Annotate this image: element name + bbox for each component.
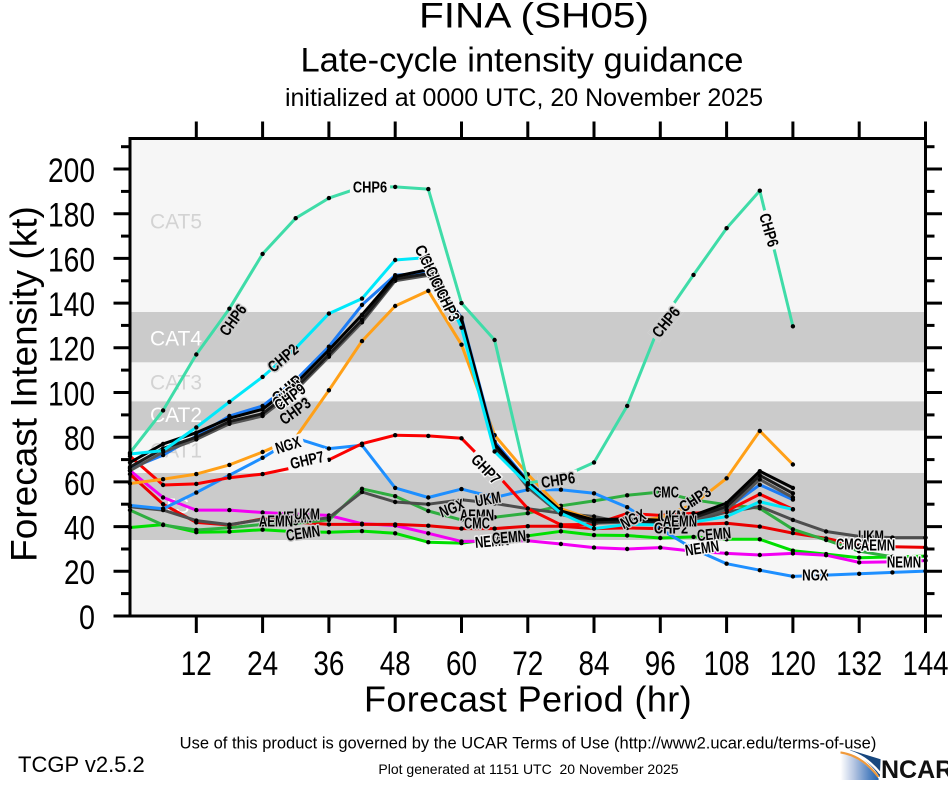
svg-text:UKM: UKM [294, 507, 320, 524]
svg-text:20: 20 [64, 554, 95, 592]
svg-text:36: 36 [313, 645, 344, 683]
svg-text:Forecast Intensity (kt): Forecast Intensity (kt) [4, 206, 45, 562]
svg-text:132: 132 [836, 645, 882, 683]
svg-text:initialized at 0000 UTC, 20 No: initialized at 0000 UTC, 20 November 202… [285, 84, 763, 112]
svg-text:Late-cycle intensity guidance: Late-cycle intensity guidance [300, 42, 743, 80]
svg-text:Plot generated at 1151 UTC 20: Plot generated at 1151 UTC 20 November 2… [378, 761, 678, 777]
svg-text:108: 108 [704, 645, 750, 683]
svg-text:CMC: CMC [653, 485, 679, 502]
svg-text:120: 120 [48, 331, 95, 369]
svg-text:40: 40 [64, 510, 95, 548]
svg-text:60: 60 [64, 465, 95, 503]
svg-text:NGX: NGX [802, 568, 828, 585]
svg-text:180: 180 [48, 197, 95, 235]
svg-text:100: 100 [48, 375, 95, 413]
svg-text:60: 60 [446, 645, 477, 683]
svg-text:200: 200 [48, 152, 95, 190]
svg-text:AEMN: AEMN [663, 514, 697, 531]
svg-text:CMC: CMC [464, 516, 490, 533]
svg-text:80: 80 [64, 420, 95, 458]
svg-text:NCAR: NCAR [881, 756, 948, 780]
svg-text:140: 140 [48, 286, 95, 324]
svg-text:84: 84 [579, 645, 610, 683]
svg-text:Use of this product is governe: Use of this product is governed by the U… [180, 735, 877, 753]
svg-text:72: 72 [512, 645, 543, 683]
svg-text:12: 12 [181, 645, 212, 683]
svg-text:48: 48 [380, 645, 411, 683]
svg-text:0: 0 [79, 599, 95, 637]
svg-text:CEMN: CEMN [491, 528, 527, 548]
svg-text:Forecast Period (hr): Forecast Period (hr) [364, 679, 692, 720]
svg-text:AEMN: AEMN [861, 538, 895, 555]
svg-text:TCGP v2.5.2: TCGP v2.5.2 [18, 752, 145, 777]
svg-text:CAT4: CAT4 [150, 328, 202, 351]
svg-text:CHP6: CHP6 [353, 180, 387, 197]
svg-text:24: 24 [247, 645, 278, 683]
svg-text:160: 160 [48, 241, 95, 279]
svg-text:CMC: CMC [836, 537, 862, 554]
svg-text:CAT5: CAT5 [150, 211, 202, 234]
svg-text:FINA (SH05): FINA (SH05) [419, 0, 649, 36]
svg-text:120: 120 [770, 645, 816, 683]
svg-text:96: 96 [645, 645, 676, 683]
svg-text:NEMN: NEMN [887, 555, 921, 572]
svg-text:144: 144 [903, 645, 948, 683]
